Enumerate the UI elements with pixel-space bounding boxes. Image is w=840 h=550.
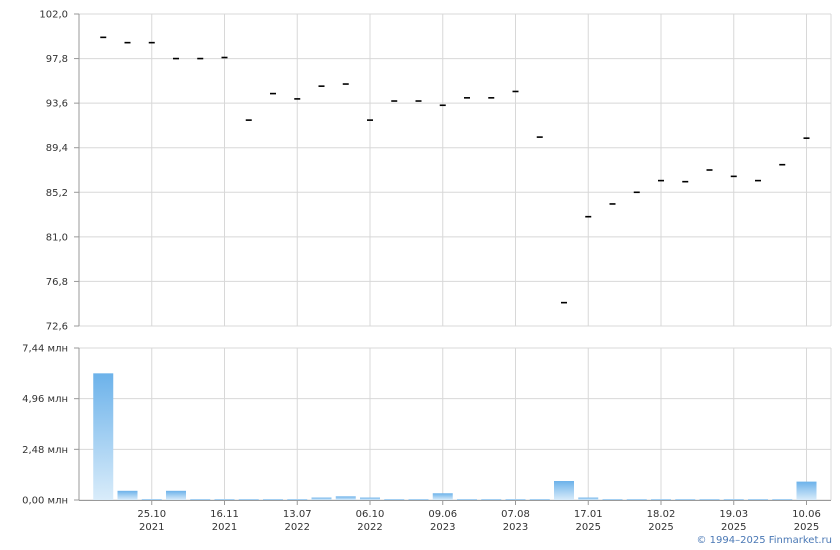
volume-bar [554, 481, 574, 500]
volume-bar [117, 490, 138, 500]
volume-bar [602, 499, 623, 500]
volume-tick-label: 2,48 млн [22, 445, 68, 456]
volume-bar [699, 499, 720, 500]
x-tick-date: 16.11 [210, 509, 239, 520]
volume-bar [505, 499, 526, 500]
volume-bar [360, 497, 380, 500]
x-tick-year: 2025 [794, 522, 819, 533]
x-tick-date: 25.10 [137, 509, 166, 520]
x-tick-year: 2021 [139, 522, 164, 533]
x-tick-year: 2022 [357, 522, 382, 533]
x-tick-year: 2023 [503, 522, 528, 533]
volume-bar [408, 499, 429, 500]
price-tick-label: 76,8 [46, 277, 68, 288]
x-tick-date: 07.08 [501, 509, 530, 520]
price-tick-label: 89,4 [46, 143, 68, 154]
volume-bar [166, 490, 186, 500]
volume-bar [384, 499, 405, 500]
volume-tick-label: 4,96 млн [22, 394, 68, 405]
price-tick-label: 85,2 [46, 188, 68, 199]
volume-bar [529, 499, 550, 500]
volume-bar [190, 499, 211, 500]
volume-bar [457, 499, 477, 500]
x-tick-date: 06.10 [356, 509, 385, 520]
x-tick-date: 18.02 [647, 509, 676, 520]
volume-bar [626, 499, 647, 500]
x-tick-date: 10.06 [792, 509, 821, 520]
price-tick-label: 102,0 [39, 10, 68, 21]
volume-bar [335, 496, 356, 500]
volume-grid [78, 347, 832, 501]
volume-bar [141, 499, 162, 500]
x-tick-year: 2025 [576, 522, 601, 533]
volume-bar [311, 497, 332, 500]
price-tick-label: 97,8 [46, 54, 68, 65]
volume-bar [287, 499, 308, 500]
copyright-text: © 1994–2025 Finmarket.ru [696, 535, 832, 546]
volume-series [93, 373, 817, 500]
x-axis: 25.10 2021 16.11 2021 13.07 2022 06.10 2022 09.0… [79, 500, 831, 533]
volume-bar [723, 499, 744, 500]
volume-bar [432, 493, 453, 500]
price-grid [78, 13, 832, 327]
price-tick-label: 93,6 [46, 99, 68, 110]
x-tick-year: 2022 [285, 522, 310, 533]
x-tick-date: 17.01 [574, 509, 603, 520]
volume-tick-label: 0,00 млн [22, 496, 68, 507]
volume-tick-label: 7,44 млн [22, 344, 68, 355]
volume-bar [748, 499, 768, 500]
volume-bar [578, 497, 599, 500]
x-tick-date: 13.07 [283, 509, 312, 520]
x-tick-date: 09.06 [428, 509, 457, 520]
price-series [100, 36, 810, 304]
price-tick-label: 72,6 [46, 322, 68, 333]
volume-y-axis: 7,44 млн 4,96 млн 2,48 млн 0,00 млн [22, 344, 79, 507]
price-tick-label: 81,0 [46, 232, 68, 243]
volume-bar [796, 481, 817, 500]
x-tick-year: 2025 [648, 522, 673, 533]
volume-bar [772, 499, 793, 500]
volume-bar [481, 499, 502, 500]
x-tick-date: 19.03 [719, 509, 748, 520]
x-tick-year: 2023 [430, 522, 455, 533]
volume-bar [263, 499, 283, 500]
volume-bar [651, 499, 671, 500]
volume-bar [93, 373, 114, 500]
volume-bar [675, 499, 696, 500]
x-tick-year: 2025 [721, 522, 746, 533]
volume-bar [238, 499, 259, 500]
price-y-axis: 102,0 97,8 93,6 89,4 85,2 81,0 76,8 72,6 [39, 10, 79, 333]
x-tick-year: 2021 [212, 522, 237, 533]
volume-bar [214, 499, 235, 500]
